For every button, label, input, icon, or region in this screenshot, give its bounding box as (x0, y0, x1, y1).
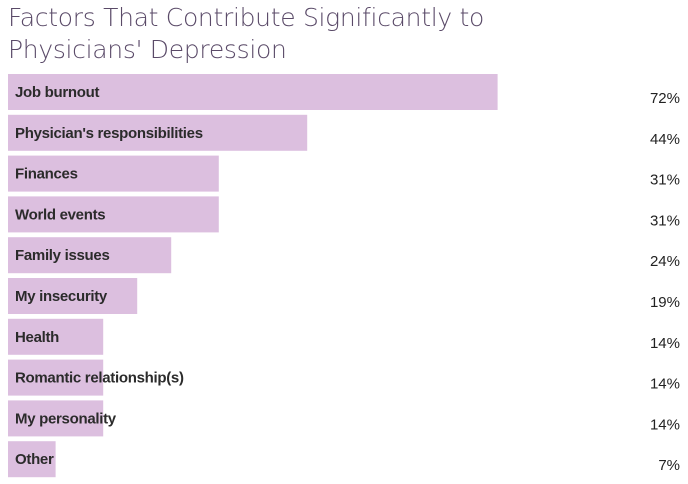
value-labels-group: 72% 44% 31% 31% 24% 19% 14% 14% 14% 7% (650, 90, 680, 474)
bar-6 (8, 278, 138, 314)
category-label-10: Other (15, 451, 54, 468)
value-label-10: 7% (658, 457, 680, 474)
bar-7 (8, 318, 104, 355)
category-label-2: Physician's responsibilities (15, 125, 203, 142)
category-label-6: My insecurity (15, 288, 108, 305)
category-label-9: My personality (15, 410, 117, 427)
category-label-1: Job burnout (15, 84, 99, 101)
category-label-3: Finances (15, 166, 78, 183)
category-label-5: Family issues (15, 247, 110, 264)
bar-2 (8, 114, 308, 151)
value-label-3: 31% (650, 172, 680, 189)
value-label-5: 24% (650, 253, 680, 270)
value-label-8: 14% (650, 376, 680, 393)
bar-10 (8, 441, 56, 478)
category-labels-group: Job burnout Physician's responsibilities F… (15, 84, 203, 468)
bar-3 (8, 155, 219, 192)
bar-4 (8, 196, 219, 233)
bar-5 (8, 237, 172, 274)
bar-1 (8, 74, 498, 110)
bar-8 (8, 359, 104, 396)
chart-title: Factors That Contribute Significantly to… (8, 3, 485, 64)
category-label-8: Romantic relationship(s) (15, 370, 184, 387)
bar-9 (8, 400, 104, 437)
value-label-4: 31% (650, 212, 680, 229)
value-label-9: 14% (650, 416, 680, 433)
category-label-4: World events (15, 206, 105, 223)
value-label-2: 44% (650, 131, 680, 148)
value-label-7: 14% (650, 335, 680, 352)
value-label-1: 72% (650, 90, 680, 107)
category-label-7: Health (15, 329, 59, 346)
value-label-6: 19% (650, 294, 680, 311)
bars-group (8, 74, 498, 478)
